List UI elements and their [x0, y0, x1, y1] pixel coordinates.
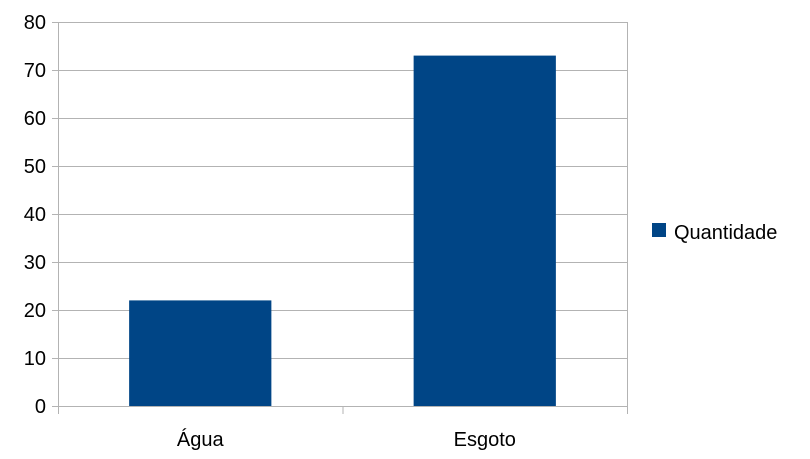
bar — [413, 55, 556, 406]
y-tick-labels: 0 10 20 30 40 50 60 70 80 — [24, 12, 46, 418]
legend-swatch — [652, 223, 666, 237]
y-tick-label: 50 — [24, 156, 46, 178]
y-tick-label: 40 — [24, 204, 46, 226]
x-tick-label: Esgoto — [454, 429, 516, 451]
legend: Quantidade — [652, 222, 777, 244]
bars — [129, 55, 556, 406]
y-tick-label: 60 — [24, 108, 46, 130]
axes — [52, 22, 628, 414]
y-tick-label: 10 — [24, 348, 46, 370]
x-tick-labels: Água Esgoto — [177, 428, 516, 451]
y-tick-label: 0 — [35, 396, 46, 418]
y-tick-label: 20 — [24, 300, 46, 322]
legend-label: Quantidade — [674, 222, 777, 244]
y-tick-label: 80 — [24, 12, 46, 34]
bar — [129, 300, 272, 406]
y-tick-label: 30 — [24, 252, 46, 274]
y-tick-label: 70 — [24, 60, 46, 82]
x-tick-label: Água — [177, 428, 225, 451]
